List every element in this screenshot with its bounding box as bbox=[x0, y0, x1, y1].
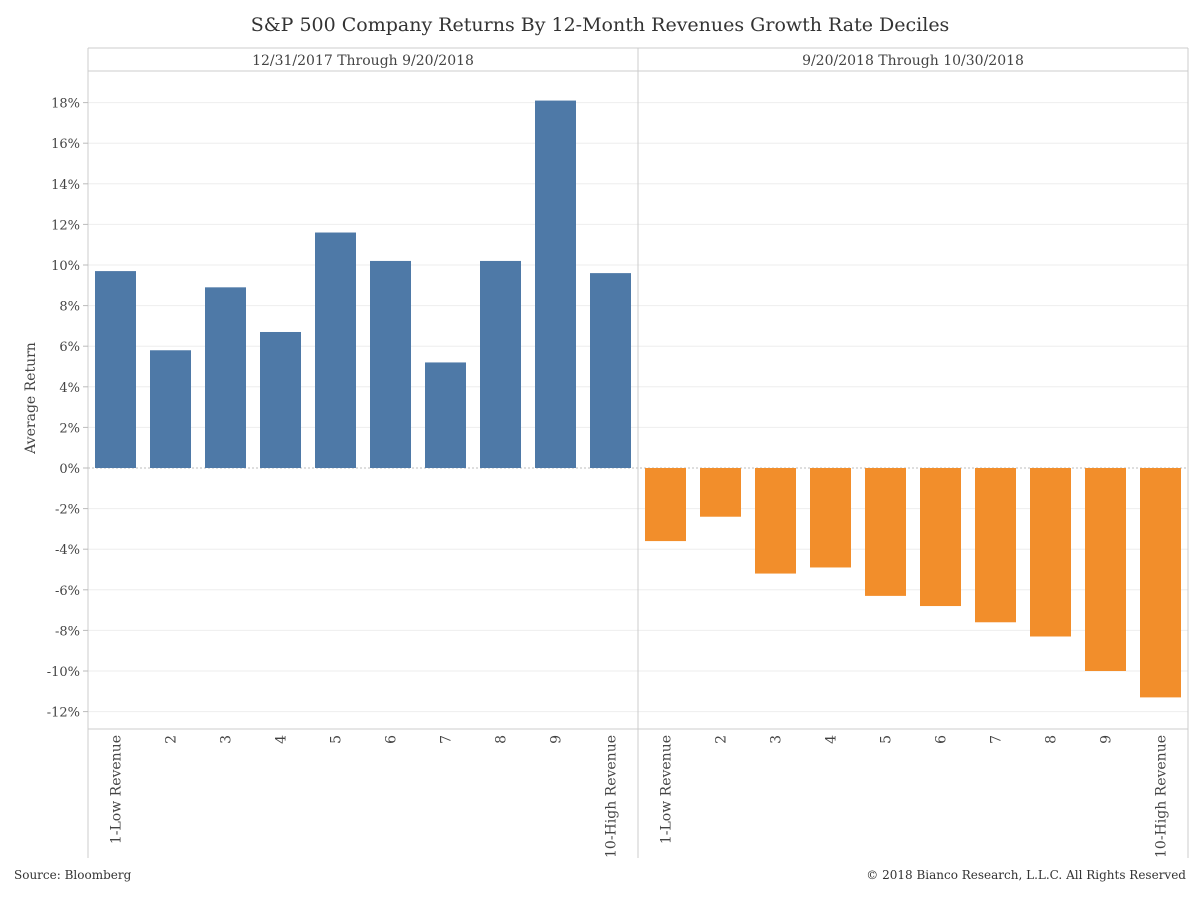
y-tick-label: -10% bbox=[47, 665, 80, 680]
panel-header: 9/20/2018 Through 10/30/2018 bbox=[802, 53, 1024, 69]
x-tick-label: 6 bbox=[934, 735, 950, 744]
bar bbox=[645, 468, 686, 542]
bar bbox=[810, 468, 851, 568]
x-tick-label: 3 bbox=[769, 735, 785, 744]
bar bbox=[700, 468, 741, 517]
panel-header: 12/31/2017 Through 9/20/2018 bbox=[252, 53, 474, 69]
x-tick-label: 10-High Revenue bbox=[1154, 735, 1170, 858]
bar bbox=[95, 271, 136, 468]
bar bbox=[1030, 468, 1071, 637]
bar bbox=[755, 468, 796, 574]
y-axis-label: Average Return bbox=[23, 342, 39, 455]
y-tick-label: 0% bbox=[59, 462, 80, 477]
bar bbox=[590, 273, 631, 468]
chart-title: S&P 500 Company Returns By 12-Month Reve… bbox=[250, 14, 950, 36]
x-tick-label: 8 bbox=[1044, 735, 1060, 744]
bar bbox=[1140, 468, 1181, 698]
x-tick-label: 2 bbox=[714, 735, 730, 744]
y-tick-label: -2% bbox=[55, 503, 80, 518]
x-tick-label: 3 bbox=[219, 735, 235, 744]
copyright-note: © 2018 Bianco Research, L.L.C. All Right… bbox=[866, 868, 1186, 882]
y-tick-label: 2% bbox=[59, 421, 80, 436]
x-tick-label: 10-High Revenue bbox=[604, 735, 620, 858]
bar bbox=[150, 350, 191, 468]
y-tick-label: 6% bbox=[59, 340, 80, 355]
bar bbox=[865, 468, 906, 596]
x-tick-label: 5 bbox=[329, 735, 345, 744]
y-tick-label: 10% bbox=[51, 259, 80, 274]
x-tick-label: 6 bbox=[384, 735, 400, 744]
bar bbox=[1085, 468, 1126, 671]
panel-headers: 12/31/2017 Through 9/20/2018 9/20/2018 Th… bbox=[252, 53, 1024, 69]
y-axis-ticks: 18% 16% 14% 12% 10% 8% 6% 4% 2% 0% -2% -4% -6% -8% -10… bbox=[47, 97, 88, 721]
bar bbox=[425, 362, 466, 468]
source-note: Source: Bloomberg bbox=[14, 868, 132, 882]
x-tick-label: 8 bbox=[494, 735, 510, 744]
x-tick-label: 7 bbox=[439, 735, 455, 744]
x-tick-label: 7 bbox=[989, 735, 1005, 744]
x-tick-label: 1-Low Revenue bbox=[659, 735, 675, 844]
x-tick-label: 9 bbox=[1099, 735, 1115, 744]
x-tick-label: 2 bbox=[164, 735, 180, 744]
bar bbox=[480, 260, 521, 468]
y-tick-label: -4% bbox=[55, 543, 80, 558]
bar bbox=[920, 468, 961, 607]
y-tick-label: 12% bbox=[51, 218, 80, 233]
y-tick-label: -6% bbox=[55, 584, 80, 599]
bars bbox=[95, 100, 1181, 698]
bar bbox=[205, 287, 246, 468]
chart-frame bbox=[87, 47, 1189, 858]
bar bbox=[315, 232, 356, 468]
y-tick-label: 18% bbox=[51, 97, 80, 112]
x-tick-label: 1-Low Revenue bbox=[109, 735, 125, 844]
x-tick-label: 5 bbox=[879, 735, 895, 744]
x-tick-label: 4 bbox=[824, 735, 840, 744]
bar bbox=[975, 468, 1016, 623]
bar bbox=[370, 260, 411, 468]
bar bbox=[260, 331, 301, 468]
bar bbox=[535, 100, 576, 468]
y-tick-label: -12% bbox=[47, 706, 80, 721]
y-tick-label: 8% bbox=[59, 300, 80, 315]
x-tick-label: 9 bbox=[549, 735, 565, 744]
y-tick-label: 16% bbox=[51, 137, 80, 152]
x-tick-label: 4 bbox=[274, 735, 290, 744]
y-tick-label: -8% bbox=[55, 624, 80, 639]
x-axis-ticks: 1-Low Revenue 2 3 4 5 6 7 8 9 10-High Revenue 1-Lo… bbox=[109, 735, 1170, 858]
y-tick-label: 4% bbox=[59, 381, 80, 396]
y-tick-label: 14% bbox=[51, 178, 80, 193]
